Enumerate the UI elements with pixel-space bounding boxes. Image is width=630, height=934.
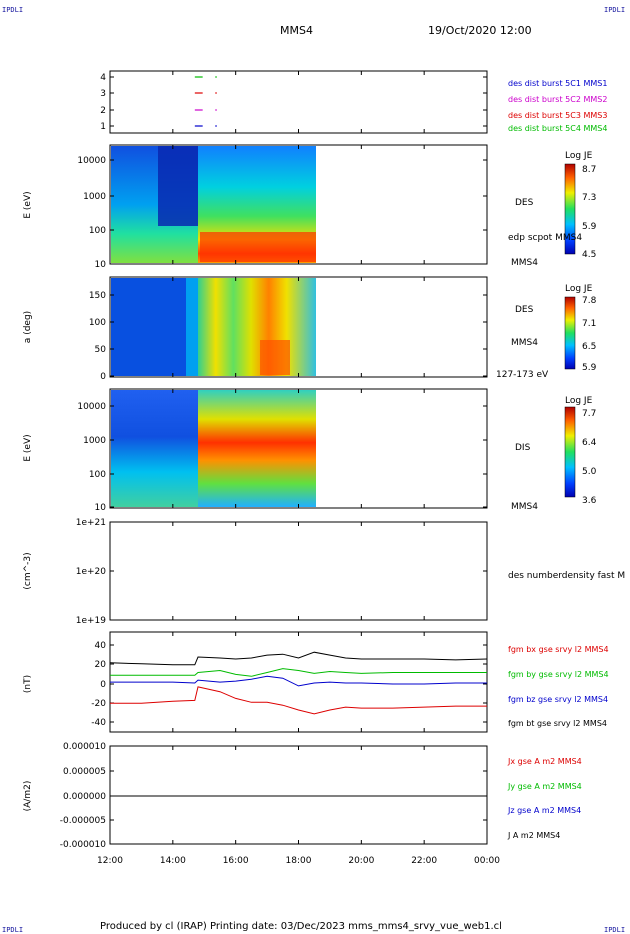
des-energy-spectrogram — [111, 146, 316, 263]
density-ytick-label: 1e+20 — [76, 567, 107, 577]
coverage-ytick-label: 1 — [100, 122, 106, 132]
xaxis-tick-label: 18:00 — [286, 856, 312, 866]
xaxis-tick-label: 00:00 — [474, 856, 500, 866]
des-energy-colorbar-tick: 8.7 — [582, 165, 596, 175]
des-energy-ytick-label: 1000 — [83, 192, 106, 202]
coverage-ytick-label: 4 — [100, 73, 106, 83]
bfield-ytick-label: -20 — [91, 699, 106, 709]
current-legend-item: Jz gse A m2 MMS4 — [507, 806, 581, 815]
des-pitch-colorbar-tick: 6.5 — [582, 342, 596, 352]
dis-energy-colorbar-tick: 5.0 — [582, 467, 597, 477]
bfield-ytick-label: 20 — [95, 660, 107, 670]
spacecraft-title: MMS4 — [280, 24, 313, 37]
des-pitch-colorbar-tick: 7.8 — [582, 296, 597, 306]
density-panel-frame — [109, 521, 488, 621]
density-ytick-label: 1e+19 — [76, 616, 107, 626]
dis-energy-ytick-label: 1000 — [83, 436, 106, 446]
coverage-panel-frame — [109, 70, 488, 134]
coverage-legend-item: des dist burst 5C1 MMS1 — [508, 79, 607, 88]
des-pitch-ytick-label: 50 — [95, 345, 107, 355]
des-energy-colorbar-tick: 4.5 — [582, 250, 596, 260]
density-ytick-label: 1e+21 — [76, 518, 106, 528]
bfield-ytick-label: 0 — [100, 680, 106, 690]
coverage-legend-item: des dist burst 5C3 MMS3 — [508, 111, 607, 120]
dis-energy-colorbar-tick: 7.7 — [582, 409, 596, 419]
des-pitch-ytick-label: 0 — [100, 372, 106, 382]
des-energy-ylabel: E (eV) — [23, 191, 33, 218]
by-series-line — [110, 668, 487, 677]
bx-series-line — [110, 686, 487, 715]
des-pitch-colorbar-tick: 5.9 — [582, 363, 597, 373]
des-pitch-right-label: MMS4 — [511, 338, 538, 348]
dis-energy-right-label: MMS4 — [511, 502, 538, 512]
colorbars — [564, 163, 576, 498]
xaxis-tick-label: 20:00 — [348, 856, 374, 866]
des-energy-right-label: edp scpot MMS4 — [508, 233, 582, 243]
des-energy-ytick-label: 100 — [89, 226, 106, 236]
bfield-ylabel: (nT) — [23, 675, 33, 693]
current-legend-item: Jy gse A m2 MMS4 — [507, 782, 582, 791]
corner-tag-top-left: IPDLI — [2, 6, 23, 14]
xaxis-tick-label: 16:00 — [223, 856, 249, 866]
des-energy-ytick-label: 10000 — [77, 156, 106, 166]
des-pitch-right-label: DES — [515, 305, 534, 315]
density-ylabel: (cm^-3) — [23, 552, 33, 589]
corner-tag-bottom-right: IPDLI — [604, 926, 625, 934]
dis-energy-ytick-label: 10000 — [77, 402, 106, 412]
density-series-label: des numberdensity fast M — [508, 571, 625, 581]
bfield-legend-item: fgm bt gse srvy l2 MMS4 — [508, 719, 607, 728]
dis-energy-spectrogram — [111, 390, 316, 507]
coverage-ytick-label: 3 — [100, 89, 106, 99]
des-pitch-spectrogram — [111, 278, 316, 376]
dis-energy-right-label: DIS — [515, 443, 531, 453]
coverage-legend-item: des dist burst 5C2 MMS2 — [508, 95, 607, 104]
xaxis-tick-label: 22:00 — [411, 856, 437, 866]
des-energy-right-label: MMS4 — [511, 258, 538, 268]
des-pitch-ylabel: a (deg) — [23, 311, 33, 343]
current-legend-item: Jx gse A m2 MMS4 — [507, 757, 582, 766]
corner-tag-bottom-left: IPDLI — [2, 926, 23, 934]
bt-series-line — [109, 651, 488, 666]
bz-series-line — [110, 675, 487, 687]
current-ytick-label: 0.000010 — [63, 742, 106, 752]
corner-tag-top-right: IPDLI — [604, 6, 625, 14]
bfield-legend-item: fgm bz gse srvy l2 MMS4 — [508, 695, 608, 704]
des-pitch-ytick-label: 100 — [89, 318, 106, 328]
des-pitch-colorbar-title: Log JE — [565, 284, 593, 294]
coverage-legend-item: des dist burst 5C4 MMS4 — [508, 124, 607, 133]
current-ytick-label: -0.000005 — [60, 816, 106, 826]
des-pitch-colorbar-tick: 7.1 — [582, 319, 596, 329]
coverage-ytick-label: 2 — [100, 106, 106, 116]
xaxis-tick-label: 14:00 — [160, 856, 186, 866]
des-energy-colorbar-tick: 7.3 — [582, 193, 596, 203]
bfield-ytick-label: 40 — [95, 641, 107, 651]
bfield-legend-item: fgm by gse srvy l2 MMS4 — [508, 670, 609, 679]
dis-energy-colorbar-title: Log JE — [565, 396, 593, 406]
dis-energy-ytick-label: 100 — [89, 470, 106, 480]
bfield-legend-item: fgm bx gse srvy l2 MMS4 — [508, 645, 609, 654]
des-energy-right-label: DES — [515, 198, 534, 208]
dis-energy-colorbar-tick: 6.4 — [582, 438, 597, 448]
des-energy-colorbar-tick: 5.9 — [582, 222, 597, 232]
bfield-ytick-label: -40 — [91, 718, 106, 728]
dis-energy-ytick-label: 10 — [95, 503, 107, 513]
current-ytick-label: -0.000010 — [60, 840, 106, 850]
dis-energy-colorbar-tick: 3.6 — [582, 496, 597, 506]
des-energy-colorbar-title: Log JE — [565, 151, 593, 161]
dis-energy-ylabel: E (eV) — [23, 434, 33, 461]
current-ytick-label: 0.000000 — [63, 792, 106, 802]
xaxis-tick-label: 12:00 — [97, 856, 123, 866]
current-ytick-label: 0.000005 — [63, 767, 106, 777]
footer-text: Produced by cl (IRAP) Printing date: 03/… — [100, 921, 502, 932]
current-legend-item: J A m2 MMS4 — [507, 831, 560, 840]
current-ylabel: (A/m2) — [23, 781, 33, 812]
des-energy-ytick-label: 10 — [95, 260, 107, 270]
des-pitch-right-label: 127-173 eV — [496, 370, 549, 380]
des-pitch-ytick-label: 150 — [89, 291, 106, 301]
datetime-title: 19/Oct/2020 12:00 — [428, 24, 532, 37]
current-panel-frame — [109, 745, 488, 845]
